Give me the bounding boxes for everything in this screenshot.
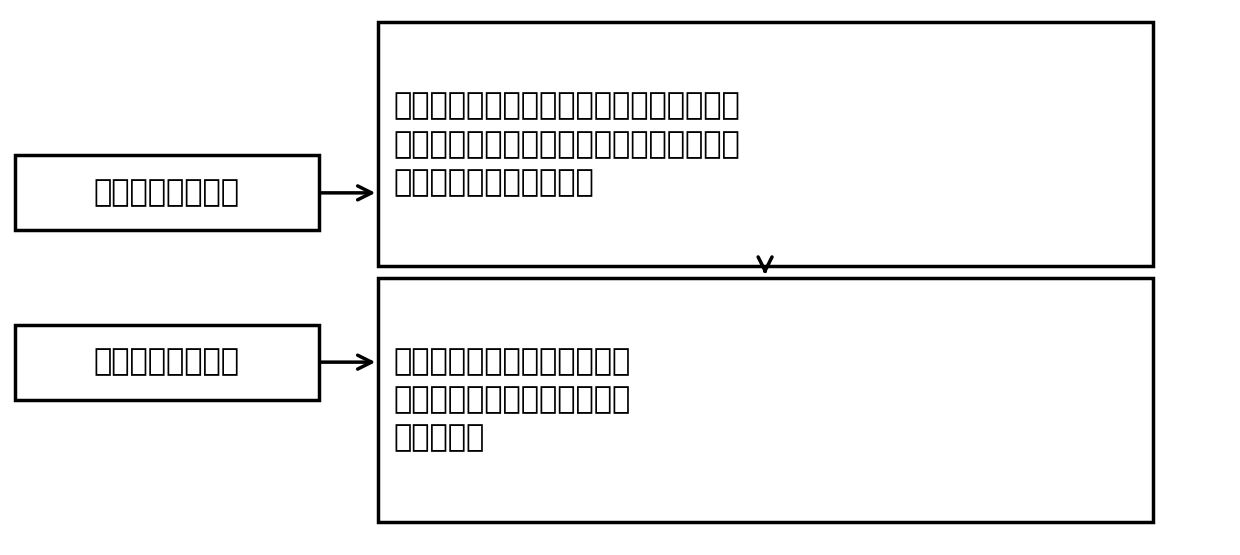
Bar bbox=[15, 155, 319, 230]
Bar bbox=[378, 22, 1153, 266]
Text: 设置频域选择范围: 设置频域选择范围 bbox=[94, 178, 239, 208]
Bar bbox=[15, 325, 319, 400]
Text: 选择位于频域选择范围内且大
于能量门限的频率单元为可利
用频率单元: 选择位于频域选择范围内且大 于能量门限的频率单元为可利 用频率单元 bbox=[393, 347, 630, 452]
Text: 设置频域能量门限: 设置频域能量门限 bbox=[94, 347, 239, 377]
Bar bbox=[378, 278, 1153, 522]
Text: 对麦克风阵列的频域数据按照通道序号进行
集平均得到平均频域数据，并对平均频域数
据进行语音能量分布检测: 对麦克风阵列的频域数据按照通道序号进行 集平均得到平均频域数据，并对平均频域数 … bbox=[393, 92, 740, 197]
